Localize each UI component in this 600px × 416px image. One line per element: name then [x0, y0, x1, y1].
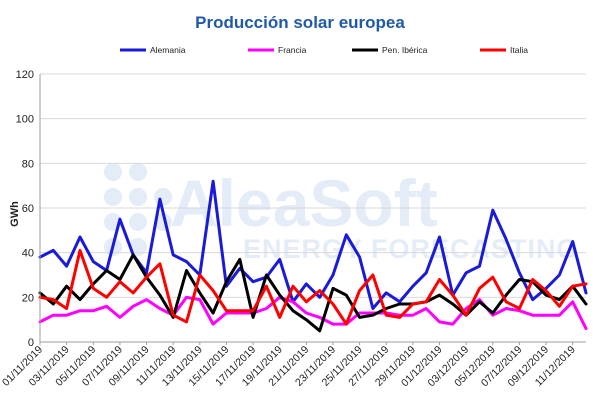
y-tick-label: 0 — [28, 337, 34, 349]
y-tick-label: 40 — [22, 248, 34, 260]
series-line-alemania — [38, 179, 588, 310]
series-lines — [38, 179, 588, 333]
y-tick-label: 120 — [16, 69, 34, 81]
series-line-italia — [38, 248, 588, 326]
x-axis-ticks: 01/11/201903/11/201905/11/201907/11/2019… — [0, 342, 578, 389]
legend-label: Pen. Ibérica — [382, 45, 428, 55]
y-tick-label: 20 — [22, 292, 34, 304]
watermark-tagline: ENERGY FORECASTING — [243, 234, 579, 264]
legend-label: Francia — [278, 45, 307, 55]
y-tick-label: 60 — [22, 203, 34, 215]
y-axis-title: GWh — [9, 201, 21, 227]
legend-label: Italia — [510, 45, 528, 55]
series-line-pen-ib-rica — [38, 253, 588, 333]
legend: Alemania Francia Pen. Ibérica Italia — [120, 45, 528, 55]
chart-title: Producción solar europea — [195, 13, 405, 32]
y-tick-label: 100 — [16, 114, 34, 126]
legend-label: Alemania — [150, 45, 186, 55]
y-tick-label: 80 — [22, 158, 34, 170]
y-axis-ticks: 0 20 40 60 80 100 120 — [16, 69, 34, 349]
watermark: AleaSoft ENERGY FORECASTING — [104, 163, 579, 264]
series-line-francia — [38, 295, 588, 331]
